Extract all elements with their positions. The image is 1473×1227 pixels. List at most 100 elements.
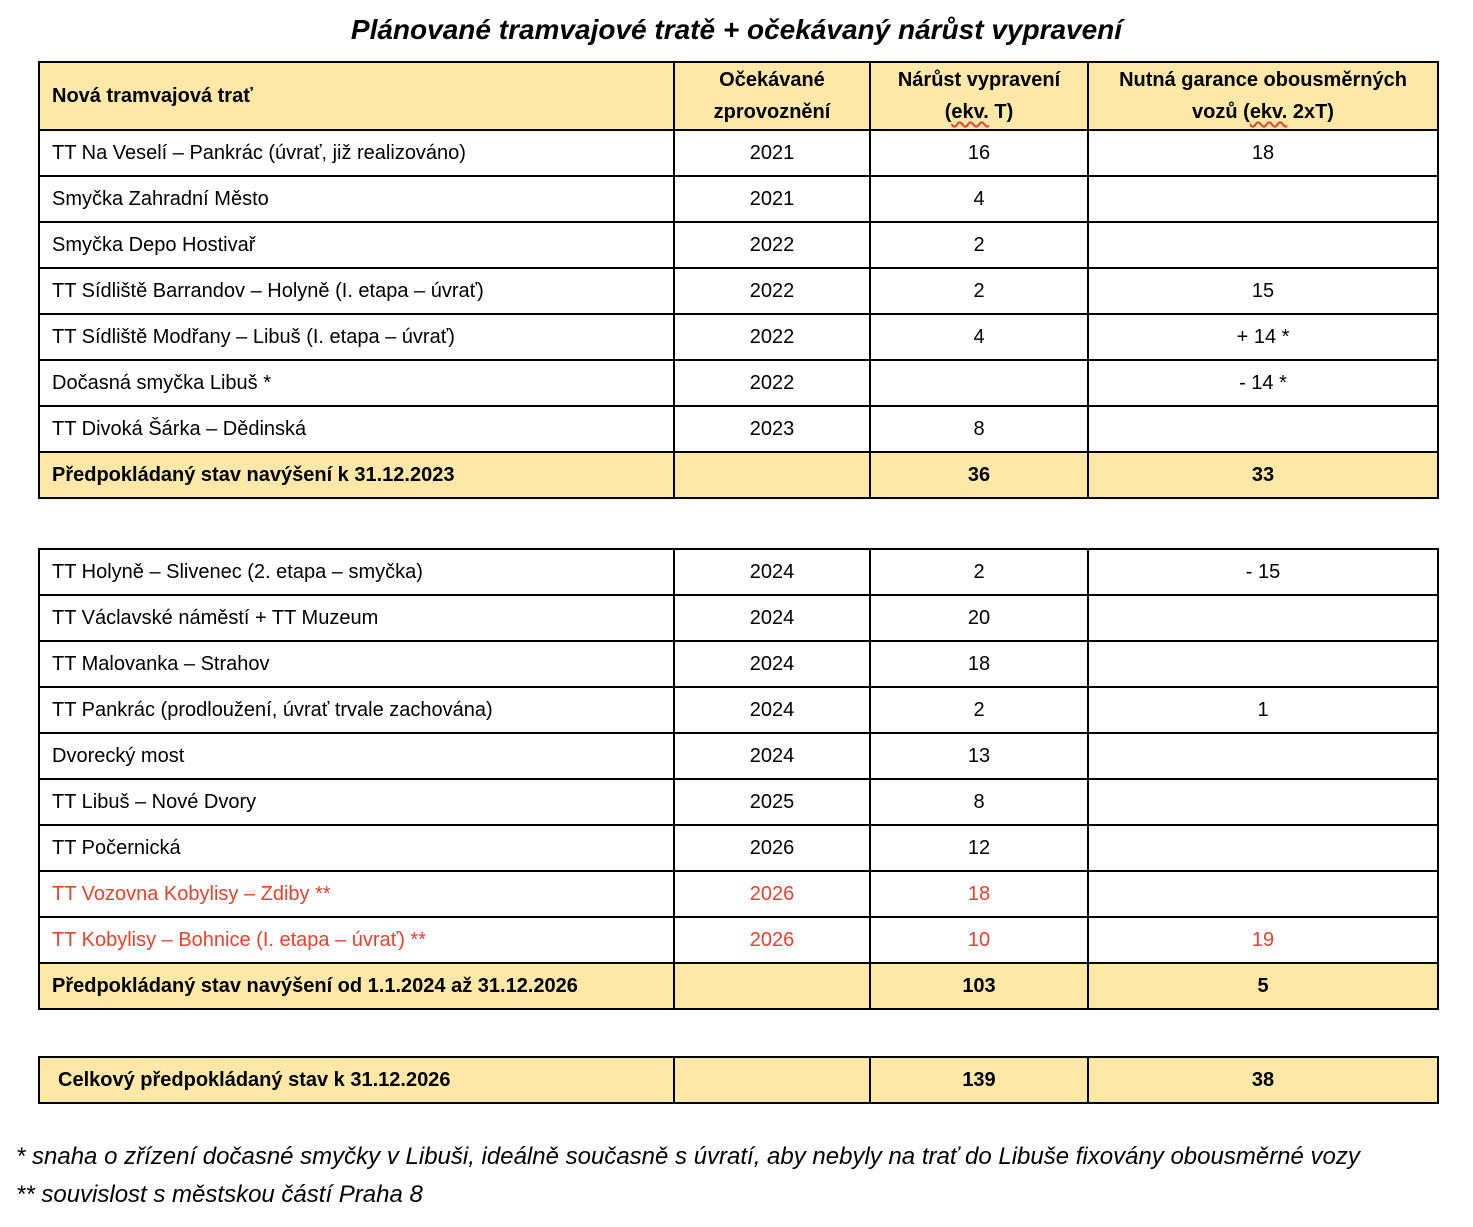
- service-increase: 13: [869, 732, 1089, 780]
- total-row: Předpokládaný stav navýšení k 31.12.2023…: [38, 451, 1439, 499]
- bidirectional-guarantee: 1: [1087, 686, 1439, 734]
- bidirectional-guarantee: - 15: [1087, 548, 1439, 596]
- opening-year: 2024: [673, 594, 871, 642]
- table-row: Dočasná smyčka Libuš * 2022 - 14 *: [38, 359, 1439, 407]
- service-increase: 10: [869, 916, 1089, 964]
- opening-year: 2022: [673, 313, 871, 361]
- service-increase: 2: [869, 267, 1089, 315]
- grand-total-label: Celkový předpokládaný stav k 31.12.2026: [38, 1056, 675, 1104]
- table-row: TT Holyně – Slivenec (2. etapa – smyčka)…: [38, 548, 1439, 596]
- route-name: TT Na Veselí – Pankrác (úvrať, již reali…: [38, 129, 675, 177]
- route-name: Dočasná smyčka Libuš *: [38, 359, 675, 407]
- route-name: TT Kobylisy – Bohnice (I. etapa – úvrať)…: [38, 916, 675, 964]
- header-guarantee: Nutná garance obousměrných vozů (ekv. 2x…: [1087, 61, 1439, 131]
- route-name: Dvorecký most: [38, 732, 675, 780]
- header-increase: Nárůst vypravení (ekv. T): [869, 61, 1089, 131]
- route-name: TT Václavské náměstí + TT Muzeum: [38, 594, 675, 642]
- opening-year: 2026: [673, 870, 871, 918]
- opening-year: 2025: [673, 778, 871, 826]
- total-year: [673, 962, 871, 1010]
- opening-year: 2024: [673, 640, 871, 688]
- service-increase: 18: [869, 870, 1089, 918]
- bidirectional-guarantee: [1087, 221, 1439, 269]
- route-name: TT Počernická: [38, 824, 675, 872]
- header-opening-line2: zprovoznění: [713, 101, 831, 123]
- total-year: [673, 451, 871, 499]
- grand-total-year: [673, 1056, 871, 1104]
- bidirectional-guarantee: [1087, 405, 1439, 453]
- total-label: Předpokládaný stav navýšení od 1.1.2024 …: [38, 962, 675, 1010]
- total-guarantee: 5: [1087, 962, 1439, 1010]
- bidirectional-guarantee: 15: [1087, 267, 1439, 315]
- header-increase-line2c: T): [988, 101, 1014, 123]
- header-opening: Očekávané zprovoznění: [673, 61, 871, 131]
- route-name: TT Vozovna Kobylisy – Zdiby **: [38, 870, 675, 918]
- header-guarantee-line2c: 2xT): [1287, 101, 1334, 123]
- grand-total-increase: 139: [869, 1056, 1089, 1104]
- service-increase: 8: [869, 778, 1089, 826]
- opening-year: 2023: [673, 405, 871, 453]
- opening-year: 2021: [673, 129, 871, 177]
- table-row: TT Divoká Šárka – Dědinská 2023 8: [38, 405, 1439, 453]
- header-route: Nová tramvajová trať: [38, 61, 675, 131]
- opening-year: 2022: [673, 359, 871, 407]
- total-label: Předpokládaný stav navýšení k 31.12.2023: [38, 451, 675, 499]
- route-name: Smyčka Zahradní Město: [38, 175, 675, 223]
- service-increase: 16: [869, 129, 1089, 177]
- opening-year: 2022: [673, 267, 871, 315]
- bidirectional-guarantee: [1087, 175, 1439, 223]
- table-row: TT Sídliště Modřany – Libuš (I. etapa – …: [38, 313, 1439, 361]
- service-increase: 18: [869, 640, 1089, 688]
- route-name: TT Divoká Šárka – Dědinská: [38, 405, 675, 453]
- bidirectional-guarantee: [1087, 870, 1439, 918]
- opening-year: 2026: [673, 824, 871, 872]
- bidirectional-guarantee: 18: [1087, 129, 1439, 177]
- table-row: Smyčka Zahradní Město 2021 4: [38, 175, 1439, 223]
- service-increase: 4: [869, 313, 1089, 361]
- table-row: Dvorecký most 2024 13: [38, 732, 1439, 780]
- total-guarantee: 33: [1087, 451, 1439, 499]
- route-name: TT Libuš – Nové Dvory: [38, 778, 675, 826]
- opening-year: 2022: [673, 221, 871, 269]
- grand-total-table: Celkový předpokládaný stav k 31.12.2026 …: [38, 1056, 1439, 1104]
- opening-year: 2026: [673, 916, 871, 964]
- service-increase: [869, 359, 1089, 407]
- service-increase: 2: [869, 686, 1089, 734]
- footnotes: * snaha o zřízení dočasné smyčky v Libuš…: [16, 1138, 1360, 1214]
- route-name: TT Holyně – Slivenec (2. etapa – smyčka): [38, 548, 675, 596]
- service-increase: 20: [869, 594, 1089, 642]
- bidirectional-guarantee: - 14 *: [1087, 359, 1439, 407]
- section1-table: Nová tramvajová trať Očekávané zprovozně…: [38, 61, 1439, 499]
- opening-year: 2021: [673, 175, 871, 223]
- section2-table: TT Holyně – Slivenec (2. etapa – smyčka)…: [38, 548, 1439, 1010]
- footnote-2: ** souvislost s městskou částí Praha 8: [16, 1181, 423, 1208]
- header-increase-line1: Nárůst vypravení: [897, 69, 1061, 91]
- table-row: TT Sídliště Barrandov – Holyně (I. etapa…: [38, 267, 1439, 315]
- table-row: TT Kobylisy – Bohnice (I. etapa – úvrať)…: [38, 916, 1439, 964]
- bidirectional-guarantee: [1087, 732, 1439, 780]
- total-increase: 103: [869, 962, 1089, 1010]
- bidirectional-guarantee: + 14 *: [1087, 313, 1439, 361]
- header-increase-line2b: ekv.: [951, 101, 989, 123]
- bidirectional-guarantee: [1087, 594, 1439, 642]
- opening-year: 2024: [673, 732, 871, 780]
- opening-year: 2024: [673, 548, 871, 596]
- service-increase: 2: [869, 548, 1089, 596]
- bidirectional-guarantee: [1087, 824, 1439, 872]
- footnote-1: * snaha o zřízení dočasné smyčky v Libuš…: [16, 1143, 1360, 1170]
- bidirectional-guarantee: 19: [1087, 916, 1439, 964]
- table-row: TT Libuš – Nové Dvory 2025 8: [38, 778, 1439, 826]
- grand-total-guarantee: 38: [1087, 1056, 1439, 1104]
- table-row: TT Na Veselí – Pankrác (úvrať, již reali…: [38, 129, 1439, 177]
- service-increase: 4: [869, 175, 1089, 223]
- route-name: TT Sídliště Barrandov – Holyně (I. etapa…: [38, 267, 675, 315]
- table-row: TT Počernická 2026 12: [38, 824, 1439, 872]
- route-name: TT Malovanka – Strahov: [38, 640, 675, 688]
- route-name: TT Sídliště Modřany – Libuš (I. etapa – …: [38, 313, 675, 361]
- route-name: Smyčka Depo Hostivař: [38, 221, 675, 269]
- table-row: TT Václavské náměstí + TT Muzeum 2024 20: [38, 594, 1439, 642]
- header-guarantee-line1: Nutná garance obousměrných: [1119, 69, 1407, 91]
- table-row: Smyčka Depo Hostivař 2022 2: [38, 221, 1439, 269]
- table-row: TT Vozovna Kobylisy – Zdiby ** 2026 18: [38, 870, 1439, 918]
- header-opening-line1: Očekávané: [719, 69, 825, 91]
